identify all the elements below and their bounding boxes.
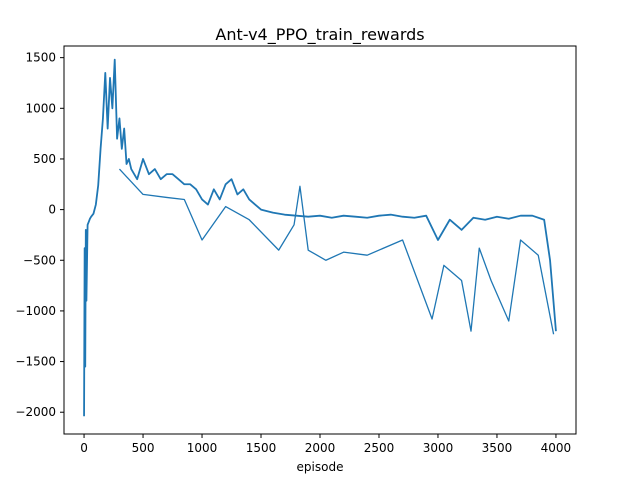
y-tick-label: −1000 [15,304,56,318]
x-axis-title: episode [297,460,344,474]
plot-area [83,58,557,417]
x-axis: 0 500 1000 1500 2000 2500 3000 3500 4000 [80,434,571,455]
y-tick-label: 1500 [25,51,56,65]
x-tick-label: 3500 [482,441,513,455]
x-tick-label: 0 [80,441,88,455]
y-tick-label: −500 [23,253,56,267]
y-tick-label: 500 [33,152,56,166]
y-tick-label: 1000 [25,101,56,115]
plot-frame [63,45,577,435]
x-tick-label: 1000 [187,441,218,455]
series-line-2 [118,168,555,335]
x-tick-label: 4000 [541,441,572,455]
y-tick-label: 0 [48,203,56,217]
x-tick-label: 2500 [364,441,395,455]
y-tick-label: −1500 [15,355,56,369]
y-axis: −2000 −1500 −1000 −500 0 500 1000 1500 [15,51,64,419]
chart-title: Ant-v4_PPO_train_rewards [215,25,424,45]
x-tick-label: 2000 [305,441,336,455]
y-tick-label: −2000 [15,405,56,419]
x-tick-label: 500 [132,441,155,455]
series-line-1 [83,58,557,417]
x-tick-label: 1500 [246,441,277,455]
x-tick-label: 3000 [423,441,454,455]
